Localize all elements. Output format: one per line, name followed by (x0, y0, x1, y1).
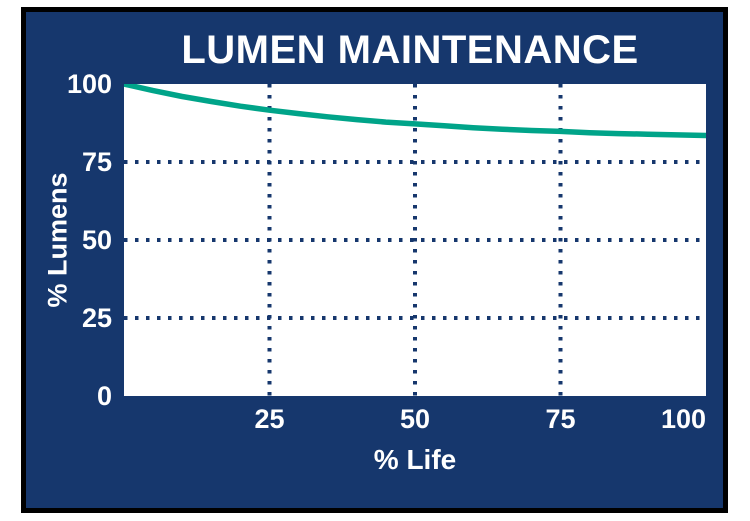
chart-frame: LUMEN MAINTENANCE % Lumens 100 75 50 25 0 25… (21, 7, 728, 513)
plot-area (124, 84, 706, 396)
x-axis-title: % Life (373, 444, 457, 475)
x-tick-label: 75 (545, 404, 576, 434)
plot-svg (124, 84, 706, 396)
y-tick-label: 100 (66, 69, 112, 99)
lumen-curve (124, 84, 706, 139)
x-tick-labels: 25 50 75 100 (124, 404, 706, 438)
y-tick-label: 0 (96, 381, 112, 411)
y-tick-label: 25 (81, 303, 112, 333)
chart-title: LUMEN MAINTENANCE (181, 28, 639, 72)
x-tick-label: 25 (254, 404, 285, 434)
y-tick-labels: 100 75 50 25 0 (26, 69, 112, 411)
x-tick-label: 50 (399, 404, 431, 434)
y-tick-label: 75 (81, 147, 112, 177)
x-tick-label: 100 (660, 404, 706, 434)
y-tick-label: 50 (81, 225, 112, 255)
